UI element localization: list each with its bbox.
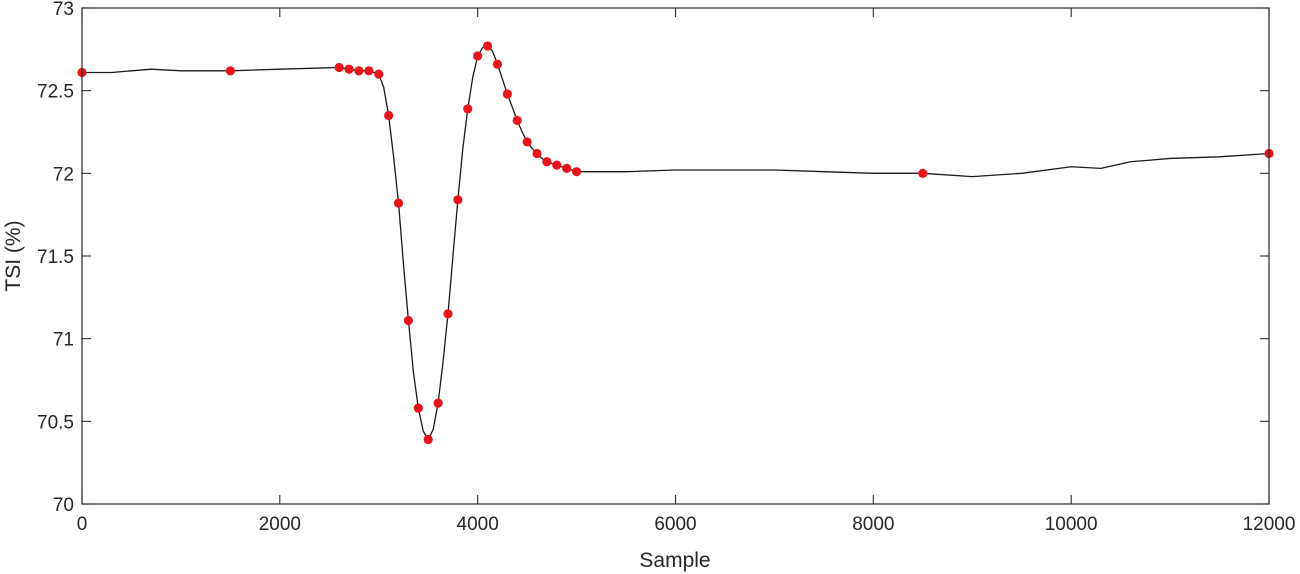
x-tick-label: 4000 (457, 514, 499, 535)
data-point-marker (225, 66, 235, 76)
x-axis-label: Sample (639, 549, 710, 572)
y-tick-label: 73 (53, 0, 74, 20)
x-tick-label: 12000 (1243, 514, 1296, 535)
plot-area-border (81, 7, 1270, 505)
y-tick-label: 70 (53, 495, 74, 516)
data-point-marker (532, 148, 542, 159)
axes-frame (81, 7, 1270, 505)
data-point-marker (344, 64, 354, 74)
data-point-marker (542, 157, 552, 167)
y-tick-label: 71 (53, 330, 74, 351)
tsi-series-line (82, 45, 1270, 441)
data-point-marker (482, 41, 493, 51)
data-point-marker (384, 110, 394, 121)
x-axis-ticks: 0 2000 4000 6000 8000 10000 12000 (77, 8, 1296, 535)
data-point-marker (492, 59, 503, 69)
y-tick-label: 72.5 (37, 82, 74, 103)
data-point-marker (522, 137, 532, 147)
data-point-marker (463, 104, 473, 114)
data-point-marker (562, 163, 572, 173)
x-tick-label: 8000 (852, 514, 894, 535)
data-point-marker (552, 160, 562, 170)
marker-series-layer (77, 41, 1274, 445)
data-point-marker (354, 66, 364, 76)
y-tick-label: 71.5 (37, 247, 74, 268)
data-point-marker (918, 168, 928, 178)
line-series-layer (82, 45, 1270, 441)
x-tick-label: 2000 (259, 514, 301, 535)
data-point-marker (473, 51, 483, 61)
data-point-marker (364, 66, 374, 76)
data-point-marker (334, 62, 344, 73)
data-point-marker (433, 398, 443, 408)
data-point-marker (502, 89, 512, 99)
data-point-marker (403, 315, 414, 326)
data-point-marker (512, 115, 522, 126)
data-point-marker (571, 167, 582, 177)
x-tick-label: 6000 (654, 514, 696, 535)
y-axis-ticks: 70 70.5 71 71.5 72 72.5 73 (37, 0, 1269, 516)
x-tick-label: 0 (77, 514, 88, 535)
x-tick-label: 10000 (1045, 514, 1098, 535)
data-point-marker (413, 403, 423, 413)
y-tick-label: 72 (53, 164, 74, 185)
data-point-marker (393, 198, 404, 208)
data-point-marker (423, 434, 433, 445)
data-point-marker (453, 195, 463, 205)
y-tick-label: 70.5 (37, 412, 74, 433)
data-point-marker (443, 309, 453, 319)
y-axis-label: TSI (%) (2, 220, 25, 291)
data-point-marker (374, 69, 384, 79)
